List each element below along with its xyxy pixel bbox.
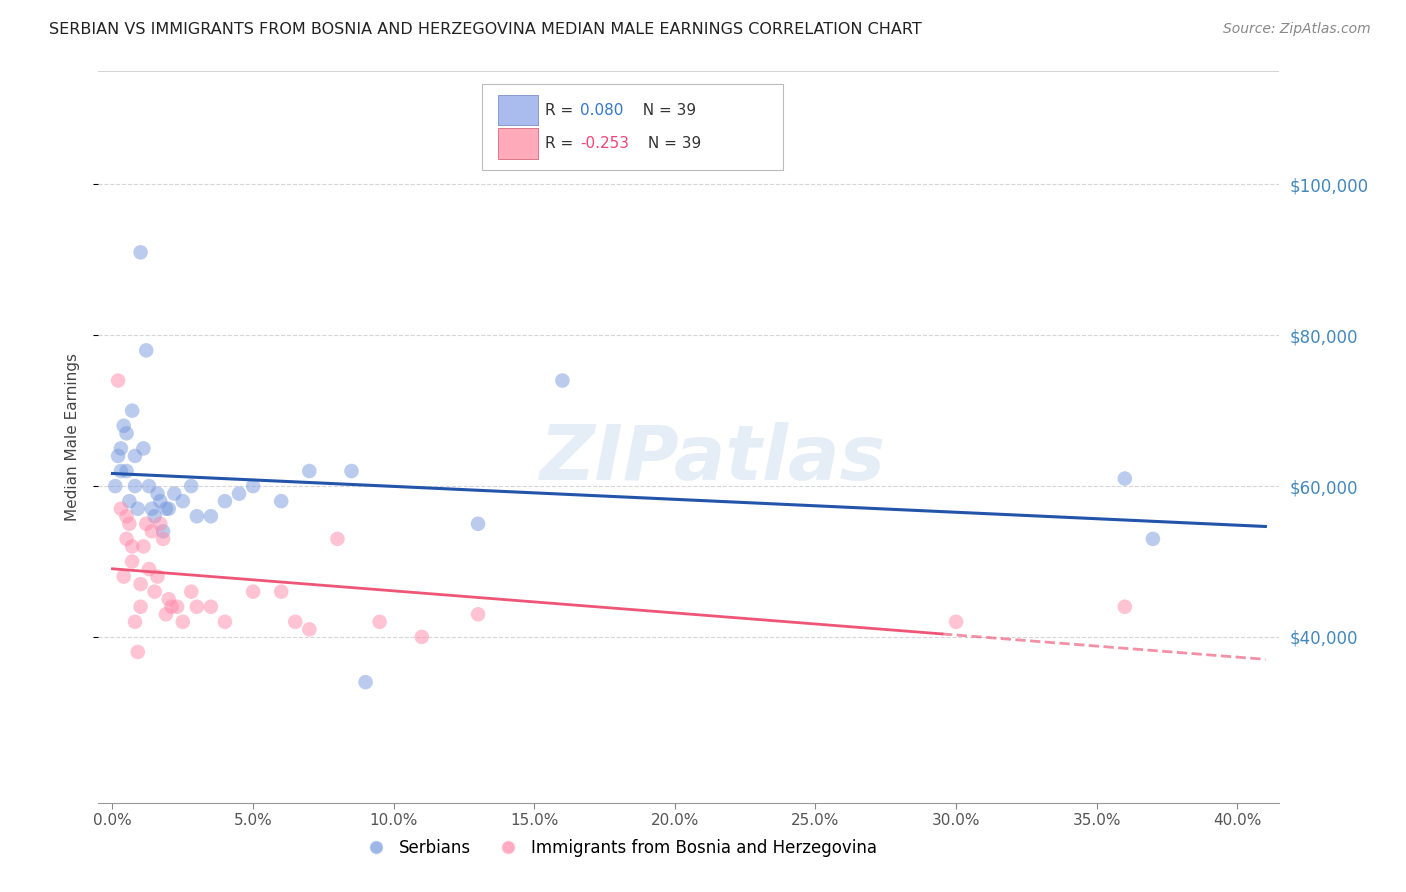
Point: [1114, 599, 1136, 614]
Point: [107, 374, 129, 388]
Text: R =: R =: [546, 136, 578, 152]
Point: [115, 426, 138, 441]
Point: [124, 615, 146, 629]
Point: [146, 569, 169, 583]
Point: [411, 630, 433, 644]
Point: [298, 623, 321, 637]
Point: [146, 486, 169, 500]
Point: [1142, 532, 1164, 546]
Point: [124, 479, 146, 493]
Point: [242, 584, 264, 599]
Point: [129, 245, 152, 260]
Point: [121, 554, 143, 568]
Text: Source: ZipAtlas.com: Source: ZipAtlas.com: [1223, 22, 1371, 37]
Point: [157, 501, 180, 516]
Text: -0.253: -0.253: [581, 136, 630, 152]
Point: [228, 486, 250, 500]
Point: [132, 540, 155, 554]
Point: [242, 479, 264, 493]
Point: [107, 449, 129, 463]
Point: [214, 494, 236, 508]
Point: [284, 615, 307, 629]
Point: [143, 584, 166, 599]
Text: N = 39: N = 39: [643, 136, 702, 152]
Point: [115, 464, 138, 478]
Text: R =: R =: [546, 103, 578, 118]
Point: [551, 374, 574, 388]
Point: [163, 486, 186, 500]
FancyBboxPatch shape: [482, 84, 783, 170]
Point: [115, 532, 138, 546]
Point: [157, 592, 180, 607]
Point: [118, 516, 141, 531]
Point: [354, 675, 377, 690]
Point: [135, 516, 157, 531]
Text: SERBIAN VS IMMIGRANTS FROM BOSNIA AND HERZEGOVINA MEDIAN MALE EARNINGS CORRELATI: SERBIAN VS IMMIGRANTS FROM BOSNIA AND HE…: [49, 22, 922, 37]
Point: [121, 540, 143, 554]
FancyBboxPatch shape: [498, 95, 537, 126]
Point: [118, 494, 141, 508]
Point: [1114, 471, 1136, 485]
Point: [180, 479, 202, 493]
Point: [155, 501, 177, 516]
Point: [298, 464, 321, 478]
Point: [127, 645, 149, 659]
Point: [467, 516, 489, 531]
Point: [129, 577, 152, 591]
Point: [110, 464, 132, 478]
Point: [467, 607, 489, 622]
Point: [124, 449, 146, 463]
Point: [135, 343, 157, 358]
Point: [186, 599, 208, 614]
Point: [200, 599, 222, 614]
Point: [143, 509, 166, 524]
Point: [149, 494, 172, 508]
Point: [141, 524, 163, 539]
Point: [200, 509, 222, 524]
Point: [152, 524, 174, 539]
Point: [132, 442, 155, 456]
Point: [160, 599, 183, 614]
Point: [186, 509, 208, 524]
Point: [166, 599, 188, 614]
Point: [270, 494, 292, 508]
Point: [172, 615, 194, 629]
Y-axis label: Median Male Earnings: Median Male Earnings: [65, 353, 80, 521]
Point: [110, 442, 132, 456]
FancyBboxPatch shape: [498, 128, 537, 159]
Point: [214, 615, 236, 629]
Point: [368, 615, 391, 629]
Point: [138, 479, 160, 493]
Text: 0.080: 0.080: [581, 103, 624, 118]
Point: [127, 501, 149, 516]
Point: [104, 479, 127, 493]
Point: [270, 584, 292, 599]
Point: [326, 532, 349, 546]
Text: ZIPatlas: ZIPatlas: [540, 422, 886, 496]
Point: [340, 464, 363, 478]
Legend: Serbians, Immigrants from Bosnia and Herzegovina: Serbians, Immigrants from Bosnia and Her…: [353, 832, 884, 864]
Point: [152, 532, 174, 546]
Point: [945, 615, 967, 629]
Point: [155, 607, 177, 622]
Point: [138, 562, 160, 576]
Point: [129, 599, 152, 614]
Point: [115, 509, 138, 524]
Point: [172, 494, 194, 508]
Point: [112, 569, 135, 583]
Text: N = 39: N = 39: [634, 103, 696, 118]
Point: [141, 501, 163, 516]
Point: [110, 501, 132, 516]
Point: [112, 418, 135, 433]
Point: [121, 403, 143, 417]
Point: [180, 584, 202, 599]
Point: [149, 516, 172, 531]
